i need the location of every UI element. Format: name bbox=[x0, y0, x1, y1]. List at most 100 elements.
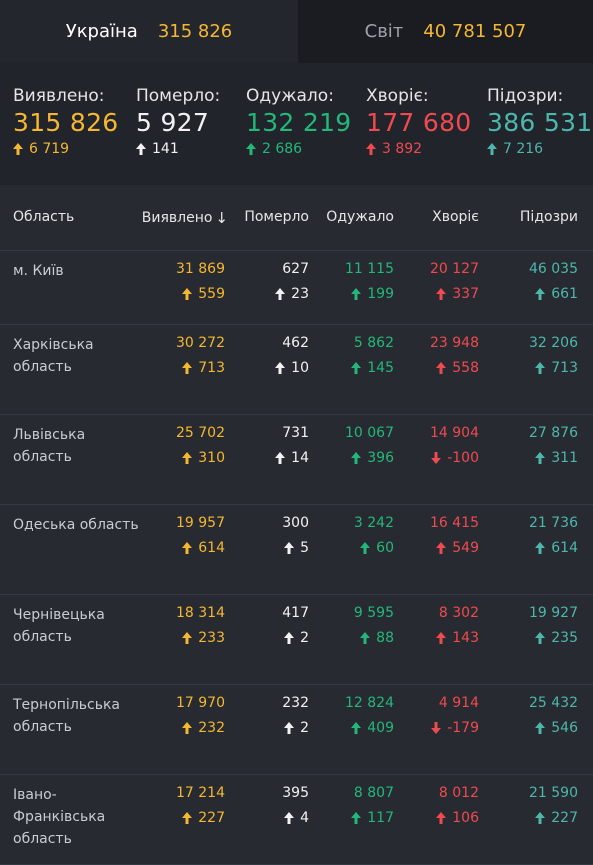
cell-delta: 10 bbox=[275, 359, 309, 377]
column-header-region[interactable]: Область bbox=[13, 209, 75, 225]
arrow-up-icon bbox=[351, 722, 362, 734]
cell-value: 18 314 bbox=[176, 605, 225, 621]
arrow-up-icon bbox=[284, 722, 295, 734]
cell-value: 20 127 bbox=[430, 261, 479, 277]
arrow-up-icon bbox=[182, 362, 193, 374]
cell-value: 31 869 bbox=[176, 261, 225, 277]
cell-sick: 4 914 -179 bbox=[431, 694, 479, 737]
arrow-up-icon bbox=[535, 542, 546, 554]
cell-delta: 5 bbox=[282, 539, 309, 557]
cell-delta: 614 bbox=[176, 539, 225, 557]
summary-delta-value: 141 bbox=[152, 141, 179, 157]
cell-delta: 14 bbox=[275, 449, 309, 467]
cell-delta: 106 bbox=[436, 809, 479, 827]
table-row[interactable]: Одеська область 19 957 614 300 5 3 242 60 16 41… bbox=[0, 505, 593, 595]
cell-delta: 558 bbox=[430, 359, 479, 377]
tab-ukraine[interactable]: Україна 315 826 bbox=[0, 0, 298, 63]
arrow-up-icon bbox=[436, 362, 447, 374]
cell-value: 8 012 bbox=[438, 785, 479, 801]
summary-value: 386 531 bbox=[487, 108, 593, 137]
tab-world-value: 40 781 507 bbox=[423, 21, 527, 42]
cell-recovered: 10 067 396 bbox=[345, 424, 394, 467]
region-name: Івано-Франківська область bbox=[13, 787, 106, 847]
cell-value: 32 206 bbox=[529, 335, 578, 351]
tab-world[interactable]: Світ 40 781 507 bbox=[298, 0, 593, 63]
cell-delta: 310 bbox=[176, 449, 225, 467]
column-header-died[interactable]: Померло bbox=[244, 209, 309, 225]
table-row[interactable]: м. Київ 31 869 559 627 23 11 115 199 20 127 337 4… bbox=[0, 251, 593, 325]
arrow-up-icon bbox=[351, 288, 362, 300]
cell-suspected: 25 432 546 bbox=[529, 694, 578, 737]
arrow-up-icon bbox=[436, 288, 447, 300]
column-header-recovered[interactable]: Одужало bbox=[326, 209, 394, 225]
cell-delta: 227 bbox=[529, 809, 578, 827]
cell-delta-value: -179 bbox=[447, 720, 479, 736]
arrow-up-icon bbox=[182, 452, 193, 464]
cell-delta-value: 310 bbox=[198, 450, 225, 466]
cell-delta: 409 bbox=[345, 719, 394, 737]
cell-delta-value: 4 bbox=[300, 810, 309, 826]
arrow-up-icon bbox=[351, 812, 362, 824]
table-row[interactable]: Харківська область 30 272 713 462 10 5 862 145… bbox=[0, 325, 593, 415]
cell-delta-value: 558 bbox=[452, 360, 479, 376]
cell-delta-value: 713 bbox=[198, 360, 225, 376]
table-row[interactable]: Івано-Франківська область 17 214 227 395 4 8 … bbox=[0, 775, 593, 865]
arrow-up-icon bbox=[136, 143, 146, 155]
cell-delta: 311 bbox=[529, 449, 578, 467]
arrow-up-icon bbox=[535, 632, 546, 644]
cell-value: 17 970 bbox=[176, 695, 225, 711]
summary-stat-sick: Хворіє: 177 680 3 892 bbox=[366, 86, 471, 157]
column-header-sick[interactable]: Хворіє bbox=[432, 209, 479, 225]
arrow-up-icon bbox=[284, 632, 295, 644]
cell-delta-value: 143 bbox=[452, 630, 479, 646]
tab-world-label: Світ bbox=[364, 21, 404, 42]
arrow-down-icon bbox=[431, 452, 442, 464]
cell-detected: 30 272 713 bbox=[176, 334, 225, 377]
cell-value: 19 957 bbox=[176, 515, 225, 531]
table-header: Область Виявлено ↓ Померло Одужало Хворі… bbox=[0, 185, 593, 251]
cell-value: 11 115 bbox=[345, 261, 394, 277]
cell-delta: -179 bbox=[431, 719, 479, 737]
cell-delta-value: 88 bbox=[376, 630, 394, 646]
summary-label: Померло: bbox=[136, 86, 221, 106]
cell-delta-value: 2 bbox=[300, 630, 309, 646]
cell-delta-value: 311 bbox=[551, 450, 578, 466]
arrow-up-icon bbox=[275, 288, 286, 300]
cell-delta-value: 549 bbox=[452, 540, 479, 556]
region-name: Чернівецька область bbox=[13, 607, 105, 645]
region-name: Тернопільська область bbox=[13, 697, 120, 735]
cell-delta: 713 bbox=[176, 359, 225, 377]
cell-value: 21 736 bbox=[529, 515, 578, 531]
cell-delta: 337 bbox=[430, 285, 479, 303]
cell-delta: 199 bbox=[345, 285, 394, 303]
column-header-suspected[interactable]: Підозри bbox=[519, 209, 578, 225]
summary-delta-value: 3 892 bbox=[382, 141, 423, 157]
table-row[interactable]: Тернопільська область 17 970 232 232 2 12 824… bbox=[0, 685, 593, 775]
cell-delta-value: 396 bbox=[367, 450, 394, 466]
cell-value: 462 bbox=[282, 335, 309, 351]
cell-recovered: 11 115 199 bbox=[345, 260, 394, 303]
cell-delta: 396 bbox=[345, 449, 394, 467]
arrow-down-icon bbox=[431, 722, 442, 734]
cell-recovered: 12 824 409 bbox=[345, 694, 394, 737]
cell-suspected: 21 736 614 bbox=[529, 514, 578, 557]
cell-value: 417 bbox=[282, 605, 309, 621]
cell-delta: 233 bbox=[176, 629, 225, 647]
region-name: м. Київ bbox=[13, 263, 64, 279]
table-row[interactable]: Львівська область 25 702 310 731 14 10 067 396… bbox=[0, 415, 593, 505]
cell-delta: 661 bbox=[529, 285, 578, 303]
summary-label: Підозри: bbox=[487, 86, 564, 106]
arrow-up-icon bbox=[182, 722, 193, 734]
cell-suspected: 19 927 235 bbox=[529, 604, 578, 647]
cell-delta-value: 23 bbox=[291, 286, 309, 302]
summary-value: 132 219 bbox=[246, 108, 352, 137]
cell-value: 232 bbox=[282, 695, 309, 711]
cell-delta-value: 14 bbox=[291, 450, 309, 466]
arrow-up-icon bbox=[436, 632, 447, 644]
column-header-detected[interactable]: Виявлено ↓ bbox=[142, 209, 228, 227]
cell-died: 395 4 bbox=[282, 784, 309, 827]
table-row[interactable]: Чернівецька область 18 314 233 417 2 9 595 88 8… bbox=[0, 595, 593, 685]
arrow-up-icon bbox=[275, 362, 286, 374]
arrow-up-icon bbox=[182, 632, 193, 644]
arrow-up-icon bbox=[535, 288, 546, 300]
